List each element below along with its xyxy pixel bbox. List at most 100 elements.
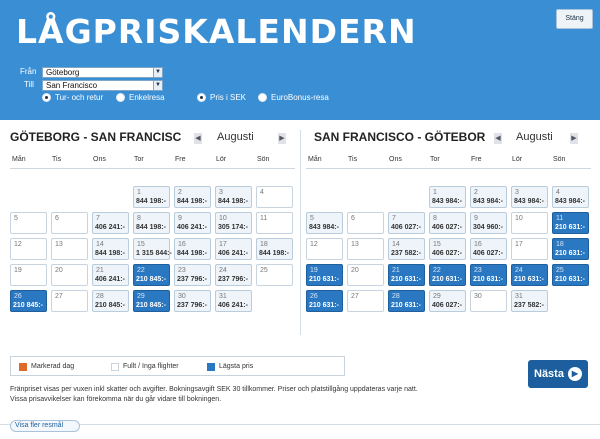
calendar-day-cell[interactable]: 24 237 796:- [215,264,252,286]
day-price: 844 198:- [136,224,166,231]
calendar-day-cell[interactable]: 8 844 198:- [133,212,170,234]
calendar-day-cell[interactable]: 28 210 631:- [388,290,425,312]
calendar-day-cell: 27 [347,290,384,312]
calendar-day-cell[interactable]: 7 406 241:- [92,212,129,234]
day-price: 406 027:- [473,250,503,257]
calendar-day-cell[interactable]: 2 844 198:- [174,186,211,208]
day-number: 22 [433,267,441,274]
day-price: 843 984:- [309,224,339,231]
calendar-day-cell[interactable]: 1 843 984:- [429,186,466,208]
calendar-day-cell[interactable]: 25 210 631:- [552,264,589,286]
calendar-day-cell[interactable]: 18 844 198:- [256,238,293,260]
day-number: 27 [55,293,63,300]
calendar-day-cell[interactable]: 16 844 198:- [174,238,211,260]
day-number: 10 [515,215,523,222]
day-price: 210 845:- [136,276,166,283]
calendar-day-cell[interactable]: 3 843 984:- [511,186,548,208]
close-button[interactable]: Stäng [556,9,593,29]
calendar-day-cell[interactable]: 17 406 241:- [215,238,252,260]
calendar-day-cell[interactable]: 5 843 984:- [306,212,343,234]
day-price: 844 198:- [177,250,207,257]
calendar-day-cell[interactable]: 10 305 174:- [215,212,252,234]
prev-month-arrow-icon[interactable]: ◀ [494,133,502,144]
radio-one-way[interactable]: Enkelresa [116,93,165,102]
day-number: 21 [392,267,400,274]
more-label: Visa fler resmål [15,422,64,429]
prev-month-arrow-icon[interactable]: ◀ [194,133,202,144]
return-calendar: SAN FRANCISCO - GÖTEBOR ◀ Augusti ▶ Mån … [306,124,596,339]
day-number: 29 [137,293,145,300]
next-month-arrow-icon[interactable]: ▶ [570,133,578,144]
arrow-right-icon: ▶ [568,367,582,381]
calendar-day-cell[interactable]: 30 237 796:- [174,290,211,312]
calendar-day-cell[interactable]: 28 210 845:- [92,290,129,312]
day-price: 210 845:- [136,302,166,309]
next-month-arrow-icon[interactable]: ▶ [278,133,286,144]
calendar-day-cell[interactable]: 31 237 582:- [511,290,548,312]
calendar-day-cell[interactable]: 29 406 027:- [429,290,466,312]
day-number: 20 [351,267,359,274]
calendar-day-cell[interactable]: 4 843 984:- [552,186,589,208]
day-number: 12 [310,241,318,248]
calendar-day-cell[interactable]: 16 406 027:- [470,238,507,260]
calendar-day-cell[interactable]: 3 844 198:- [215,186,252,208]
calendar-day-cell[interactable]: 2 843 984:- [470,186,507,208]
day-number: 30 [474,293,482,300]
calendar-day-cell[interactable]: 29 210 845:- [133,290,170,312]
calendar-day-cell: 20 [347,264,384,286]
radio-price-sek[interactable]: Pris i SEK [197,93,246,102]
radio-eurobonus[interactable]: EuroBonus-resa [258,93,329,102]
dow-label: Ons [389,156,402,163]
to-select[interactable]: San Francisco ▼ [42,80,163,91]
next-button[interactable]: Nästa ▶ [528,360,588,388]
calendar-day-cell[interactable]: 9 304 960:- [470,212,507,234]
day-number: 25 [260,267,268,274]
calendar-day-cell[interactable]: 1 844 198:- [133,186,170,208]
day-number: 3 [219,189,223,196]
calendar-day-cell[interactable]: 14 237 582:- [388,238,425,260]
calendar-day-cell: 17 [511,238,548,260]
day-price: 210 631:- [555,276,585,283]
day-price: 406 027:- [391,224,421,231]
radio-empty-icon [116,93,125,102]
calendar-day-cell[interactable]: 18 210 631:- [552,238,589,260]
calendar-day-cell[interactable]: 31 406 241:- [215,290,252,312]
calendar-day-cell[interactable]: 24 210 631:- [511,264,548,286]
radio-round-trip[interactable]: Tur- och retur [42,93,103,102]
calendar-day-cell[interactable]: 22 210 631:- [429,264,466,286]
calendar-day-cell[interactable]: 8 406 027:- [429,212,466,234]
calendar-day-cell[interactable]: 23 237 796:- [174,264,211,286]
day-number: 13 [55,241,63,248]
day-number: 16 [474,241,482,248]
from-select[interactable]: Göteborg ▼ [42,67,163,78]
day-price: 210 631:- [555,250,585,257]
day-number: 13 [351,241,359,248]
calendar-day-cell[interactable]: 26 210 845:- [10,290,47,312]
calendar-day-cell[interactable]: 14 844 198:- [92,238,129,260]
day-number: 17 [515,241,523,248]
calendar-day-cell[interactable]: 9 406 241:- [174,212,211,234]
day-number: 7 [96,215,100,222]
calendar-day-cell[interactable]: 19 210 631:- [306,264,343,286]
calendar-day-cell[interactable]: 11 210 631:- [552,212,589,234]
day-price: 304 960:- [473,224,503,231]
day-number: 19 [310,267,318,274]
day-number: 18 [556,241,564,248]
calendar-day-cell[interactable]: 7 406 027:- [388,212,425,234]
calendar-day-cell[interactable]: 21 210 631:- [388,264,425,286]
calendar-day-cell[interactable]: 15 406 027:- [429,238,466,260]
more-destinations-button[interactable]: Visa fler resmål [10,420,80,432]
day-number: 25 [556,267,564,274]
calendar-day-cell[interactable]: 15 1 315 844:- [133,238,172,260]
calendar-day-cell[interactable]: 23 210 631:- [470,264,507,286]
calendar-day-cell: 20 [51,264,88,286]
to-label: Till [24,80,34,89]
calendar-day-cell[interactable]: 26 210 631:- [306,290,343,312]
calendar-day-cell[interactable]: 22 210 845:- [133,264,170,286]
day-price: 237 796:- [218,276,248,283]
day-price: 406 241:- [177,224,207,231]
chevron-down-icon: ▼ [153,81,162,90]
calendar-day-cell[interactable]: 21 406 241:- [92,264,129,286]
radio-label: Pris i SEK [210,93,247,102]
day-number: 12 [14,241,22,248]
